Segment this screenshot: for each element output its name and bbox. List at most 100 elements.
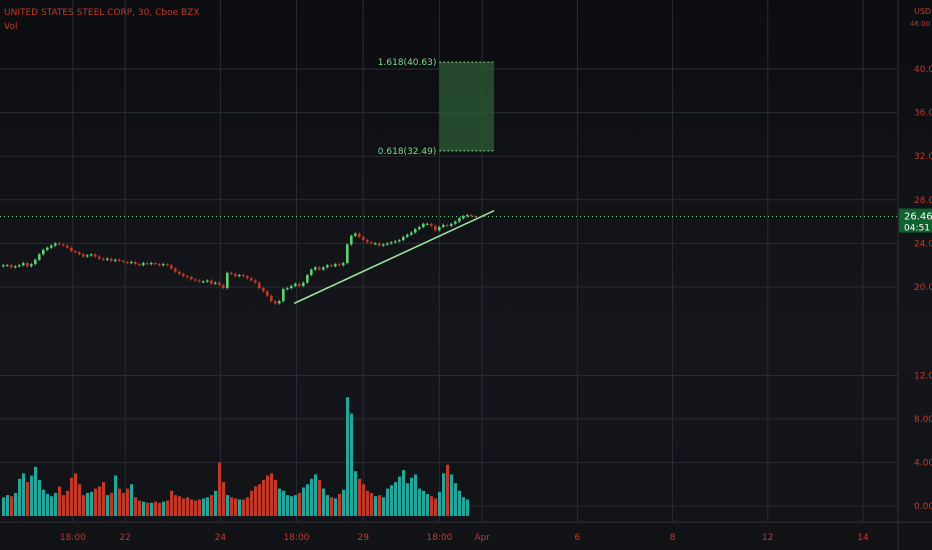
trendline bbox=[293, 209, 495, 305]
volume-bar-64 bbox=[258, 484, 262, 516]
x-tick-label-5: 18:00 bbox=[426, 533, 452, 543]
candle-body-108 bbox=[434, 225, 437, 231]
volume-bar-28 bbox=[114, 475, 118, 516]
candle-body-83 bbox=[334, 264, 337, 267]
volume-bar-79 bbox=[318, 479, 322, 516]
candle-body-113 bbox=[454, 221, 457, 224]
volume-bar-58 bbox=[234, 498, 238, 516]
candle-body-40 bbox=[162, 264, 165, 266]
volume-bar-109 bbox=[438, 491, 442, 516]
candle-body-0 bbox=[2, 265, 5, 267]
candle-body-7 bbox=[30, 264, 33, 267]
volume-bar-18 bbox=[74, 473, 78, 516]
candle-body-104 bbox=[418, 227, 421, 230]
volume-bar-94 bbox=[378, 495, 382, 516]
candle-body-96 bbox=[386, 243, 389, 245]
volume-bar-101 bbox=[406, 483, 410, 516]
candle-body-77 bbox=[310, 269, 313, 276]
volume-bar-29 bbox=[118, 488, 122, 516]
volume-bar-104 bbox=[418, 488, 422, 516]
x-tick-label-2: 24 bbox=[215, 533, 227, 543]
candle-body-100 bbox=[402, 236, 405, 241]
volume-bar-90 bbox=[362, 484, 366, 516]
volume-bar-95 bbox=[382, 497, 386, 516]
y-tick-label-3: 32.00 bbox=[914, 152, 932, 162]
candle-body-82 bbox=[330, 265, 333, 267]
candle-body-23 bbox=[94, 254, 97, 257]
volume-bar-24 bbox=[98, 486, 102, 516]
volume-bar-16 bbox=[66, 490, 70, 516]
candle-body-74 bbox=[298, 283, 301, 286]
volume-bar-111 bbox=[446, 464, 450, 516]
candle-body-18 bbox=[74, 251, 77, 253]
candle-body-3 bbox=[14, 266, 17, 268]
candle-body-22 bbox=[90, 254, 93, 256]
candle-body-36 bbox=[146, 263, 149, 265]
last-price-label: 26.46 bbox=[904, 212, 932, 223]
x-tick-label-8: 8 bbox=[670, 533, 676, 543]
candle-body-26 bbox=[106, 258, 109, 260]
candle-body-33 bbox=[134, 261, 137, 265]
fib-level-label-0: 1.618(40.63) bbox=[378, 58, 437, 68]
volume-bar-83 bbox=[334, 498, 338, 516]
volume-bar-40 bbox=[162, 501, 166, 516]
volume-bar-93 bbox=[374, 496, 378, 516]
candle-body-20 bbox=[82, 254, 85, 257]
candle-body-41 bbox=[166, 264, 169, 266]
candle-body-58 bbox=[234, 273, 237, 277]
candle-body-72 bbox=[290, 285, 293, 289]
candle-body-19 bbox=[78, 252, 81, 255]
candle-body-53 bbox=[214, 282, 217, 284]
volume-bar-42 bbox=[170, 490, 174, 516]
candle-body-63 bbox=[254, 280, 257, 283]
candle-body-117 bbox=[470, 215, 473, 217]
candle-body-97 bbox=[390, 242, 393, 244]
y-axis-unit-label: USD bbox=[914, 7, 931, 16]
candle-body-16 bbox=[66, 245, 69, 248]
candle-body-49 bbox=[198, 280, 201, 282]
volume-bar-92 bbox=[370, 492, 374, 516]
volume-tick-label-0: 0.00 bbox=[914, 502, 932, 512]
volume-bar-6 bbox=[26, 482, 30, 516]
candle-body-59 bbox=[238, 275, 241, 277]
volume-bar-91 bbox=[366, 490, 370, 516]
volume-bar-73 bbox=[294, 495, 298, 516]
volume-bar-60 bbox=[242, 499, 246, 516]
candle-body-68 bbox=[274, 301, 277, 304]
fib-level-label-1: 0.618(32.49) bbox=[378, 147, 437, 157]
candle-body-114 bbox=[458, 218, 461, 222]
volume-bar-97 bbox=[390, 485, 394, 516]
candle-body-54 bbox=[218, 282, 221, 285]
candle-body-98 bbox=[394, 241, 397, 243]
candle-body-109 bbox=[438, 227, 441, 231]
volume-bar-76 bbox=[306, 484, 310, 516]
volume-bar-67 bbox=[270, 473, 274, 516]
volume-bar-115 bbox=[462, 497, 466, 516]
candle-body-107 bbox=[430, 223, 433, 226]
candle-body-95 bbox=[382, 244, 385, 246]
volume-bar-25 bbox=[102, 482, 106, 516]
volume-bar-80 bbox=[322, 488, 326, 516]
candle-body-86 bbox=[346, 244, 349, 264]
volume-bar-89 bbox=[358, 478, 362, 516]
volume-bar-77 bbox=[310, 478, 314, 516]
volume-bar-41 bbox=[166, 500, 170, 516]
candle-body-29 bbox=[118, 259, 121, 261]
candle-body-87 bbox=[350, 235, 353, 245]
candle-body-15 bbox=[62, 244, 65, 246]
volume-bar-35 bbox=[142, 501, 146, 516]
candle-body-118 bbox=[474, 216, 477, 218]
candle-body-81 bbox=[326, 265, 329, 268]
volume-bar-72 bbox=[290, 496, 294, 516]
candle-body-43 bbox=[174, 268, 177, 272]
volume-bar-26 bbox=[106, 495, 110, 516]
volume-bar-112 bbox=[450, 474, 454, 516]
volume-bar-98 bbox=[394, 482, 398, 516]
candle-body-90 bbox=[362, 236, 365, 241]
volume-bar-107 bbox=[430, 496, 434, 516]
candle-body-94 bbox=[378, 243, 381, 246]
candle-body-31 bbox=[126, 261, 129, 264]
volume-bar-34 bbox=[138, 500, 142, 516]
